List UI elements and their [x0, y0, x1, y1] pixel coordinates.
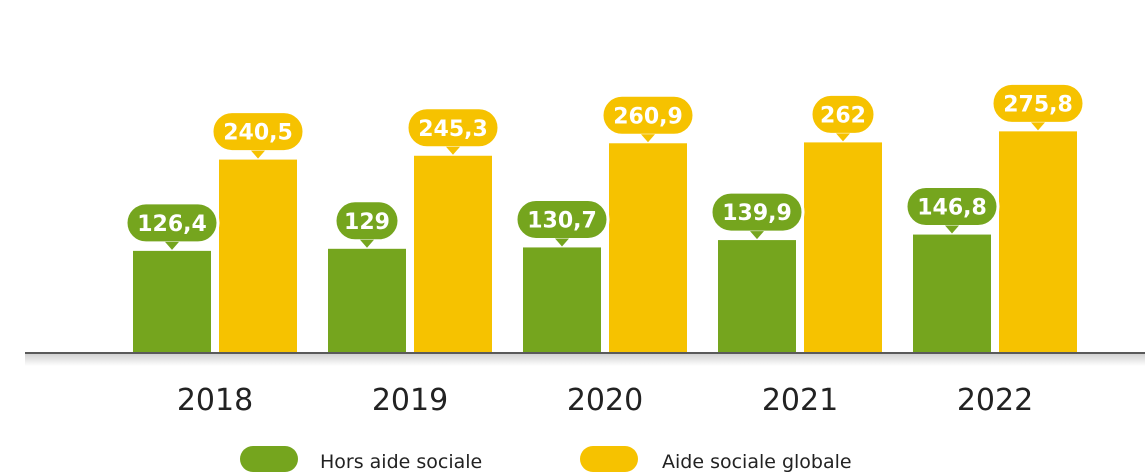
bar-aide-sociale-globale-2018	[219, 159, 297, 352]
baseline	[25, 352, 1145, 354]
data-label-hors-aide-sociale-2019: 129	[333, 199, 401, 248]
data-label-hors-aide-sociale-2020: 130,7	[514, 197, 610, 247]
data-label-hors-aide-sociale-2022-pointer	[945, 225, 959, 234]
data-label-aide-sociale-globale-2021-text: 262	[820, 103, 866, 128]
data-label-aide-sociale-globale-2022-pointer	[1031, 122, 1045, 131]
legend-label-hors-aide-sociale: Hors aide sociale	[320, 451, 482, 473]
data-label-aide-sociale-globale-2021: 262	[809, 92, 877, 142]
data-label-hors-aide-sociale-2018-text: 126,4	[137, 212, 207, 237]
bar-aide-sociale-globale-2022	[999, 131, 1077, 352]
x-tick-label-2018: 2018	[177, 383, 253, 418]
data-label-hors-aide-sociale-2022-text: 146,8	[917, 196, 987, 221]
bar-aide-sociale-globale-2021	[804, 142, 882, 352]
data-label-hors-aide-sociale-2021-pointer	[750, 231, 764, 240]
data-label-hors-aide-sociale-2020-text: 130,7	[527, 208, 597, 233]
data-label-hors-aide-sociale-2019-text: 129	[344, 210, 390, 235]
x-tick-label-2021: 2021	[762, 383, 838, 418]
x-tick-label-2020: 2020	[567, 383, 643, 418]
data-label-aide-sociale-globale-2018-pointer	[251, 150, 265, 159]
legend-label-aide-sociale-globale: Aide sociale globale	[662, 451, 852, 473]
bars-layer	[133, 131, 1077, 352]
data-label-aide-sociale-globale-2019-pointer	[446, 146, 460, 155]
legend: Hors aide sociale Aide sociale globale	[240, 446, 852, 473]
data-label-aide-sociale-globale-2019: 245,3	[405, 106, 501, 155]
x-tick-label-2022: 2022	[957, 383, 1033, 418]
data-label-aide-sociale-globale-2022-text: 275,8	[1003, 92, 1073, 117]
data-label-hors-aide-sociale-2021-text: 139,9	[722, 201, 792, 226]
data-label-hors-aide-sociale-2021: 139,9	[709, 190, 805, 240]
bar-hors-aide-sociale-2022	[913, 234, 991, 352]
legend-swatch-aide-sociale-globale	[580, 446, 638, 472]
baseline-shadow	[25, 354, 1145, 366]
data-label-aide-sociale-globale-2019-text: 245,3	[418, 117, 488, 142]
data-label-aide-sociale-globale-2020-pointer	[641, 134, 655, 143]
data-label-aide-sociale-globale-2022: 275,8	[990, 81, 1086, 131]
data-label-hors-aide-sociale-2019-pointer	[360, 239, 374, 248]
data-label-aide-sociale-globale-2020-text: 260,9	[613, 104, 683, 129]
x-tick-label-2019: 2019	[372, 383, 448, 418]
data-label-aide-sociale-globale-2018-text: 240,5	[223, 121, 293, 146]
bar-hors-aide-sociale-2020	[523, 247, 601, 352]
bar-hors-aide-sociale-2019	[328, 248, 406, 352]
legend-swatch-hors-aide-sociale	[240, 446, 298, 472]
x-axis-ticks: 2018 2019 2020 2021 2022	[177, 383, 1033, 418]
bar-aide-sociale-globale-2019	[414, 155, 492, 352]
data-label-aide-sociale-globale-2021-pointer	[836, 133, 850, 142]
data-label-hors-aide-sociale-2020-pointer	[555, 238, 569, 247]
bar-aide-sociale-globale-2020	[609, 143, 687, 352]
data-label-aide-sociale-globale-2018: 240,5	[210, 110, 306, 159]
data-label-aide-sociale-globale-2020: 260,9	[600, 93, 696, 143]
bar-hors-aide-sociale-2021	[718, 240, 796, 352]
data-label-hors-aide-sociale-2022: 146,8	[904, 185, 1000, 234]
data-label-hors-aide-sociale-2018: 126,4	[124, 201, 220, 250]
labels-layer: 126,4 240,5 129 245,3 130,7 260,9 139,9 262 146,…	[124, 81, 1086, 250]
data-label-hors-aide-sociale-2018-pointer	[165, 241, 179, 250]
bar-hors-aide-sociale-2018	[133, 250, 211, 352]
